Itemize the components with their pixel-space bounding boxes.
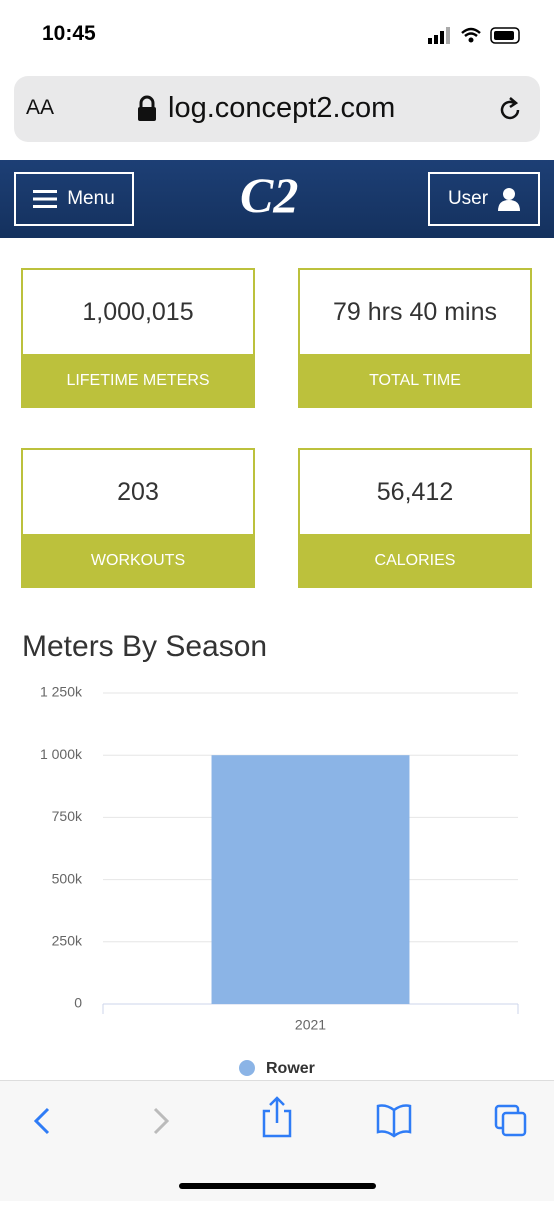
address-bar[interactable] bbox=[14, 76, 540, 142]
reload-icon[interactable] bbox=[498, 96, 524, 124]
stat-value: 203 bbox=[117, 477, 159, 506]
text-size-button[interactable]: AA bbox=[26, 96, 55, 119]
tabs-button[interactable] bbox=[494, 1104, 527, 1137]
stat-label: CALORIES bbox=[300, 534, 530, 588]
forward-button[interactable] bbox=[153, 1107, 170, 1135]
y-tick-label: 0 bbox=[74, 995, 82, 1011]
stat-card: 56,412 CALORIES bbox=[298, 448, 532, 588]
lock-icon bbox=[138, 95, 156, 121]
y-tick-label: 1 000k bbox=[40, 746, 83, 762]
stat-label: TOTAL TIME bbox=[300, 354, 530, 408]
stat-value: 1,000,015 bbox=[82, 297, 194, 326]
toolbar-icons bbox=[33, 1096, 527, 1189]
menu-label: Menu bbox=[67, 188, 115, 209]
chart-title: Meters By Season bbox=[22, 630, 267, 663]
stat-label: WORKOUTS bbox=[23, 534, 253, 588]
bookmarks-button[interactable] bbox=[376, 1104, 412, 1138]
menu-button[interactable]: Menu bbox=[14, 172, 134, 226]
x-tick-label: 2021 bbox=[295, 1017, 326, 1033]
home-indicator bbox=[179, 1183, 376, 1189]
chart: Meters By Season 0 250k 500k 750k 1 000k 1 25… bbox=[22, 630, 519, 1077]
stat-card: 1,000,015 LIFETIME METERS bbox=[21, 268, 255, 408]
back-button[interactable] bbox=[33, 1107, 50, 1135]
user-icon bbox=[498, 188, 521, 211]
url[interactable]: log.concept2.com bbox=[168, 92, 396, 124]
user-label: User bbox=[447, 188, 489, 209]
share-button[interactable] bbox=[262, 1096, 292, 1138]
bar bbox=[211, 755, 410, 1004]
y-tick-label: 250k bbox=[52, 933, 83, 949]
legend-label[interactable]: Rower bbox=[266, 1060, 315, 1077]
y-tick-label: 500k bbox=[52, 870, 83, 886]
y-tick-label: 750k bbox=[52, 808, 83, 824]
stat-card: 79 hrs 40 mins TOTAL TIME bbox=[298, 268, 532, 408]
logo[interactable]: C2 bbox=[240, 167, 299, 223]
legend-marker bbox=[239, 1060, 255, 1076]
stat-value: 79 hrs 40 mins bbox=[333, 297, 497, 326]
menu-icon bbox=[33, 190, 58, 208]
browser-toolbar bbox=[0, 1080, 554, 1201]
stat-card: 203 WORKOUTS bbox=[21, 448, 255, 588]
stat-value: 56,412 bbox=[376, 477, 454, 506]
user-button[interactable]: User bbox=[428, 172, 540, 226]
status-time: 10:45 bbox=[42, 22, 96, 45]
y-tick-label: 1 250k bbox=[40, 684, 83, 700]
status-icons bbox=[428, 27, 520, 44]
stat-label: LIFETIME METERS bbox=[23, 354, 253, 408]
